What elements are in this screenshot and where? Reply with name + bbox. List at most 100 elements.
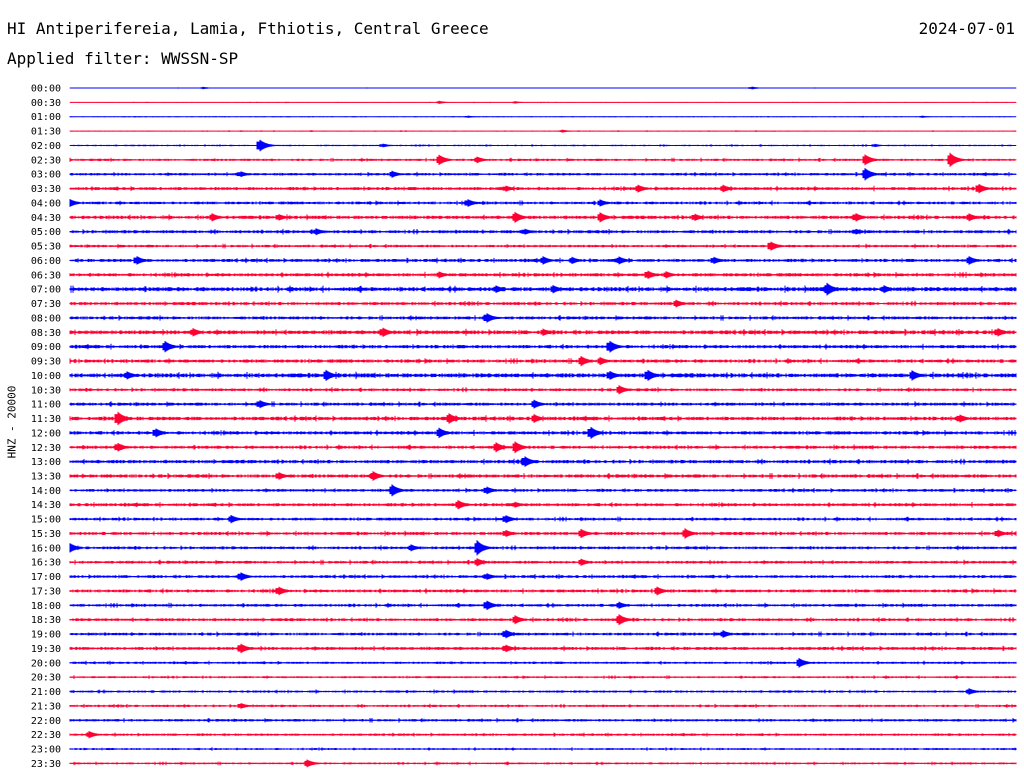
seismogram-trace	[69, 558, 1017, 567]
seismogram-trace	[69, 471, 1017, 481]
seismogram-trace	[69, 139, 1017, 152]
seismogram-trace	[69, 270, 1017, 279]
seismogram-trace	[69, 299, 1017, 308]
row-label: 06:00	[31, 256, 61, 267]
row-label: 06:30	[31, 270, 61, 281]
seismogram-trace	[69, 586, 1017, 596]
seismogram-trace	[69, 168, 1017, 181]
row-label: 10:00	[31, 371, 61, 382]
row-label: 03:30	[31, 184, 61, 195]
seismogram-trace	[69, 614, 1017, 626]
row-label: 18:00	[31, 601, 61, 612]
seismogram-trace	[69, 675, 1017, 679]
row-label: 12:30	[31, 443, 61, 454]
seismogram-trace	[69, 129, 1017, 133]
seismogram-trace	[69, 211, 1017, 223]
row-label: 23:00	[31, 745, 61, 756]
row-label: 23:30	[31, 759, 61, 770]
seismogram-trace	[69, 540, 1017, 556]
row-label: 15:30	[31, 529, 61, 540]
row-label: 02:00	[31, 141, 61, 152]
seismogram-trace	[69, 658, 1017, 668]
row-label: 08:30	[31, 328, 61, 339]
row-label: 21:30	[31, 701, 61, 712]
seismogram-trace	[69, 152, 1017, 167]
seismogram-trace	[69, 241, 1017, 251]
row-label: 13:30	[31, 471, 61, 482]
row-label: 16:00	[31, 543, 61, 554]
seismogram-trace	[69, 385, 1017, 395]
seismogram-trace	[69, 515, 1017, 524]
row-labels: 00:00 00:30 01:00 01:30 02:00 02:30 03:00 03:30…	[31, 84, 61, 770]
row-label: 20:30	[31, 673, 61, 684]
row-label: 17:30	[31, 586, 61, 597]
seismogram-trace	[69, 718, 1017, 723]
filter-label: Applied filter: WWSSN-SP	[7, 49, 239, 68]
row-label: 22:30	[31, 730, 61, 741]
row-label: 04:30	[31, 213, 61, 224]
seismogram-trace	[69, 600, 1017, 610]
row-label: 13:00	[31, 457, 61, 468]
seismogram-trace	[69, 500, 1017, 510]
seismogram-trace	[69, 356, 1017, 367]
row-label: 18:30	[31, 615, 61, 626]
row-label: 09:00	[31, 342, 61, 353]
seismogram-trace	[69, 688, 1017, 695]
row-label: 04:00	[31, 198, 61, 209]
seismogram-trace	[69, 228, 1017, 236]
row-label: 00:30	[31, 98, 61, 109]
row-label: 11:00	[31, 400, 61, 411]
seismogram-trace	[69, 456, 1017, 467]
row-label: 07:00	[31, 285, 61, 296]
row-label: 05:30	[31, 242, 61, 253]
seismogram-trace	[69, 100, 1017, 104]
seismogram-trace	[69, 340, 1017, 353]
row-label: 05:00	[31, 227, 61, 238]
seismogram-trace	[69, 731, 1017, 739]
seismogram-trace	[69, 369, 1017, 381]
row-label: 10:30	[31, 385, 61, 396]
seismogram-trace	[69, 572, 1017, 581]
seismogram-trace	[69, 528, 1017, 539]
seismogram-trace	[69, 643, 1017, 654]
seismogram-trace	[69, 115, 1017, 118]
row-label: 21:00	[31, 687, 61, 698]
traces	[69, 86, 1017, 768]
seismogram-trace	[69, 759, 1017, 768]
date-label: 2024-07-01	[918, 19, 1015, 38]
seismogram-trace	[69, 327, 1017, 337]
seismogram-trace	[69, 256, 1017, 265]
row-label: 08:00	[31, 313, 61, 324]
seismogram-trace	[69, 427, 1017, 439]
seismogram-trace	[69, 86, 1017, 90]
row-label: 20:00	[31, 658, 61, 669]
row-label: 09:30	[31, 357, 61, 368]
seismogram-trace	[69, 703, 1017, 709]
seismogram-trace	[69, 629, 1017, 639]
row-label: 12:00	[31, 428, 61, 439]
row-label: 11:30	[31, 414, 61, 425]
row-label: 00:00	[31, 84, 61, 95]
row-label: 16:30	[31, 558, 61, 569]
seismogram-trace	[69, 411, 1017, 426]
row-label: 01:30	[31, 127, 61, 138]
seismogram-trace	[69, 399, 1017, 409]
row-label: 07:30	[31, 299, 61, 310]
seismogram-trace	[69, 747, 1017, 751]
row-label: 14:00	[31, 486, 61, 497]
row-label: 15:00	[31, 515, 61, 526]
seismogram-trace	[69, 313, 1017, 323]
seismogram-trace	[69, 484, 1017, 497]
row-label: 17:00	[31, 572, 61, 583]
station-title: HI Antiperifereia, Lamia, Fthiotis, Cent…	[7, 19, 489, 38]
seismogram-trace	[69, 441, 1017, 454]
row-label: 19:30	[31, 644, 61, 655]
row-label: 22:00	[31, 716, 61, 727]
seismogram-trace	[69, 184, 1017, 194]
seismogram-trace	[69, 199, 1017, 207]
row-label: 03:00	[31, 170, 61, 181]
seismogram-trace	[69, 282, 1017, 296]
row-label: 01:00	[31, 112, 61, 123]
row-label: 14:30	[31, 500, 61, 511]
